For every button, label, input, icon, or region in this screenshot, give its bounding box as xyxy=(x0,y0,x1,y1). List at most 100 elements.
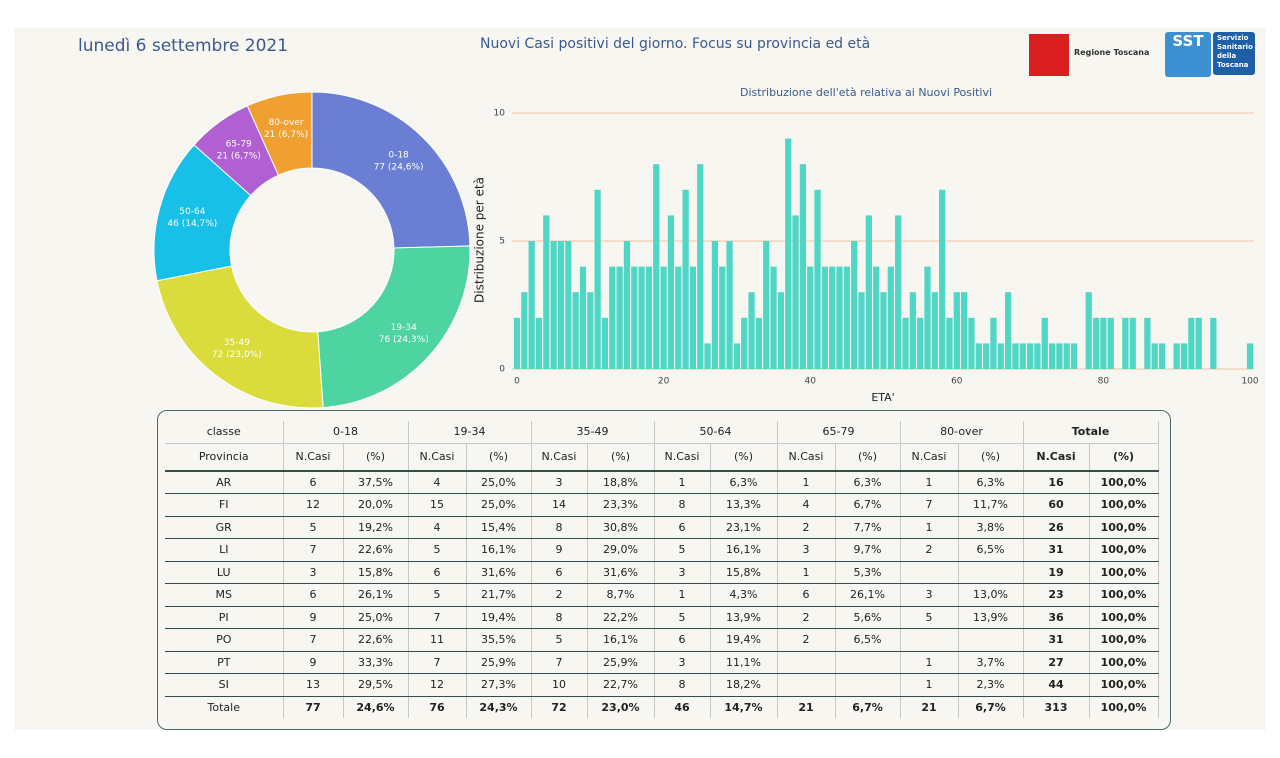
x-axis-label: ETA' xyxy=(871,391,894,404)
table-cell: 6 xyxy=(777,583,836,607)
table-cell: Totale xyxy=(165,696,284,718)
header-cell: 19-34 xyxy=(408,421,532,444)
table-row: Totale 77 24,6% 76 24,3% 72 23,0% 46 14,7% 21 6,7%… xyxy=(165,696,1159,718)
table-cell: 6 xyxy=(408,561,467,584)
table-cell: 31 xyxy=(1023,628,1090,652)
table-cell: 15,8% xyxy=(710,561,778,584)
bar xyxy=(521,292,528,369)
table-cell: 6 xyxy=(654,628,711,652)
bar xyxy=(675,266,682,369)
table-cell: 100,0% xyxy=(1089,696,1159,718)
table-cell: AR xyxy=(165,470,284,494)
slice xyxy=(317,245,471,409)
bar xyxy=(565,241,572,369)
table-cell: 6,3% xyxy=(835,470,901,494)
bar xyxy=(645,266,653,369)
bar xyxy=(667,215,675,369)
table-cell: 15,4% xyxy=(466,516,532,539)
bar xyxy=(543,215,550,369)
table-cell: LU xyxy=(165,561,284,584)
bar xyxy=(917,317,924,369)
table-cell: 36 xyxy=(1023,606,1090,629)
bar xyxy=(909,292,916,369)
table-cell: 8,7% xyxy=(587,583,655,607)
bar xyxy=(799,164,806,369)
bar xyxy=(1041,317,1048,369)
table-cell: 22,7% xyxy=(587,673,655,697)
table-row: PO 7 22,6% 11 35,5% 5 16,1% 6 19,4% 2 6,5% 31 100,0% xyxy=(165,628,1159,652)
bar xyxy=(946,317,953,369)
table-cell: PT xyxy=(165,651,284,674)
header-cell: 80-over xyxy=(900,421,1024,444)
table-cell: 100,0% xyxy=(1089,538,1159,562)
table-cell xyxy=(958,628,1024,652)
table-cell: 2 xyxy=(531,583,588,607)
header-cell: N.Casi xyxy=(408,443,467,472)
table-cell: 25,0% xyxy=(466,470,532,494)
table-cell: 8 xyxy=(654,493,711,517)
table-cell: 22,6% xyxy=(343,628,409,652)
table-cell: 44 xyxy=(1023,673,1090,697)
table-cell xyxy=(958,561,1024,584)
bar xyxy=(535,317,543,369)
table-cell: 9 xyxy=(283,606,344,629)
bar xyxy=(895,215,902,369)
header-cell: 0-18 xyxy=(283,421,409,444)
bar xyxy=(726,241,733,369)
y-tick-label: 10 xyxy=(494,109,506,119)
table-cell: 6 xyxy=(654,516,711,539)
table-cell: 10 xyxy=(531,673,588,697)
table-cell: MS xyxy=(165,583,284,607)
header-cell: classe xyxy=(165,421,284,444)
table-cell: 1 xyxy=(777,470,836,494)
value-label: 72 (23,0%) xyxy=(212,350,262,360)
table-cell: 31 xyxy=(1023,538,1090,562)
table-cell: 100,0% xyxy=(1089,493,1159,517)
logo-text: Regione Toscana xyxy=(1074,48,1150,57)
bar xyxy=(1195,317,1202,369)
table-cell xyxy=(777,673,836,697)
table-cell: 4 xyxy=(777,493,836,517)
bar xyxy=(704,343,711,369)
table-cell: 6,3% xyxy=(710,470,778,494)
table-cell: 31,6% xyxy=(466,561,532,584)
slice-label: 0-18 xyxy=(388,151,409,161)
table-cell: 2 xyxy=(777,516,836,539)
header-cell: N.Casi xyxy=(900,443,959,472)
table-cell: 5 xyxy=(408,583,467,607)
header-cell: 35-49 xyxy=(531,421,655,444)
table-cell: 7 xyxy=(283,538,344,562)
table-cell: 100,0% xyxy=(1089,470,1159,494)
header-cell: (%) xyxy=(587,443,655,472)
bar xyxy=(924,266,931,369)
table-cell: 24,3% xyxy=(466,696,532,718)
table-cell: 26 xyxy=(1023,516,1090,539)
header-cell: 65-79 xyxy=(777,421,901,444)
table-cell: 1 xyxy=(900,516,959,539)
table-cell: 13,0% xyxy=(958,583,1024,607)
table-cell: 29,0% xyxy=(587,538,655,562)
bar xyxy=(821,266,828,369)
logo-sst: SST xyxy=(1165,32,1211,77)
bar xyxy=(939,189,946,369)
table-cell: 313 xyxy=(1023,696,1090,718)
bar xyxy=(1122,317,1129,369)
table-cell xyxy=(900,561,959,584)
value-label: 46 (14,7%) xyxy=(167,219,217,229)
table-cell: 7 xyxy=(531,651,588,674)
table-cell: 1 xyxy=(654,470,711,494)
bar xyxy=(513,317,521,369)
table-cell: 6 xyxy=(283,583,344,607)
value-label: 76 (24,3%) xyxy=(379,335,429,345)
table-cell: 13,3% xyxy=(710,493,778,517)
table-cell: 2,3% xyxy=(958,673,1024,697)
bar xyxy=(1210,317,1217,369)
header-cell: (%) xyxy=(835,443,901,472)
bar xyxy=(616,266,623,369)
table-cell: 100,0% xyxy=(1089,516,1159,539)
table-cell: 5 xyxy=(408,538,467,562)
bar xyxy=(1158,343,1166,369)
bar xyxy=(983,343,990,369)
table-row: PT 9 33,3% 7 25,9% 7 25,9% 3 11,1% 1 3,7% 27 100,0% xyxy=(165,651,1159,674)
table-row: FI 12 20,0% 15 25,0% 14 23,3% 8 13,3% 4 6,7% 7 11,7%… xyxy=(165,493,1159,517)
